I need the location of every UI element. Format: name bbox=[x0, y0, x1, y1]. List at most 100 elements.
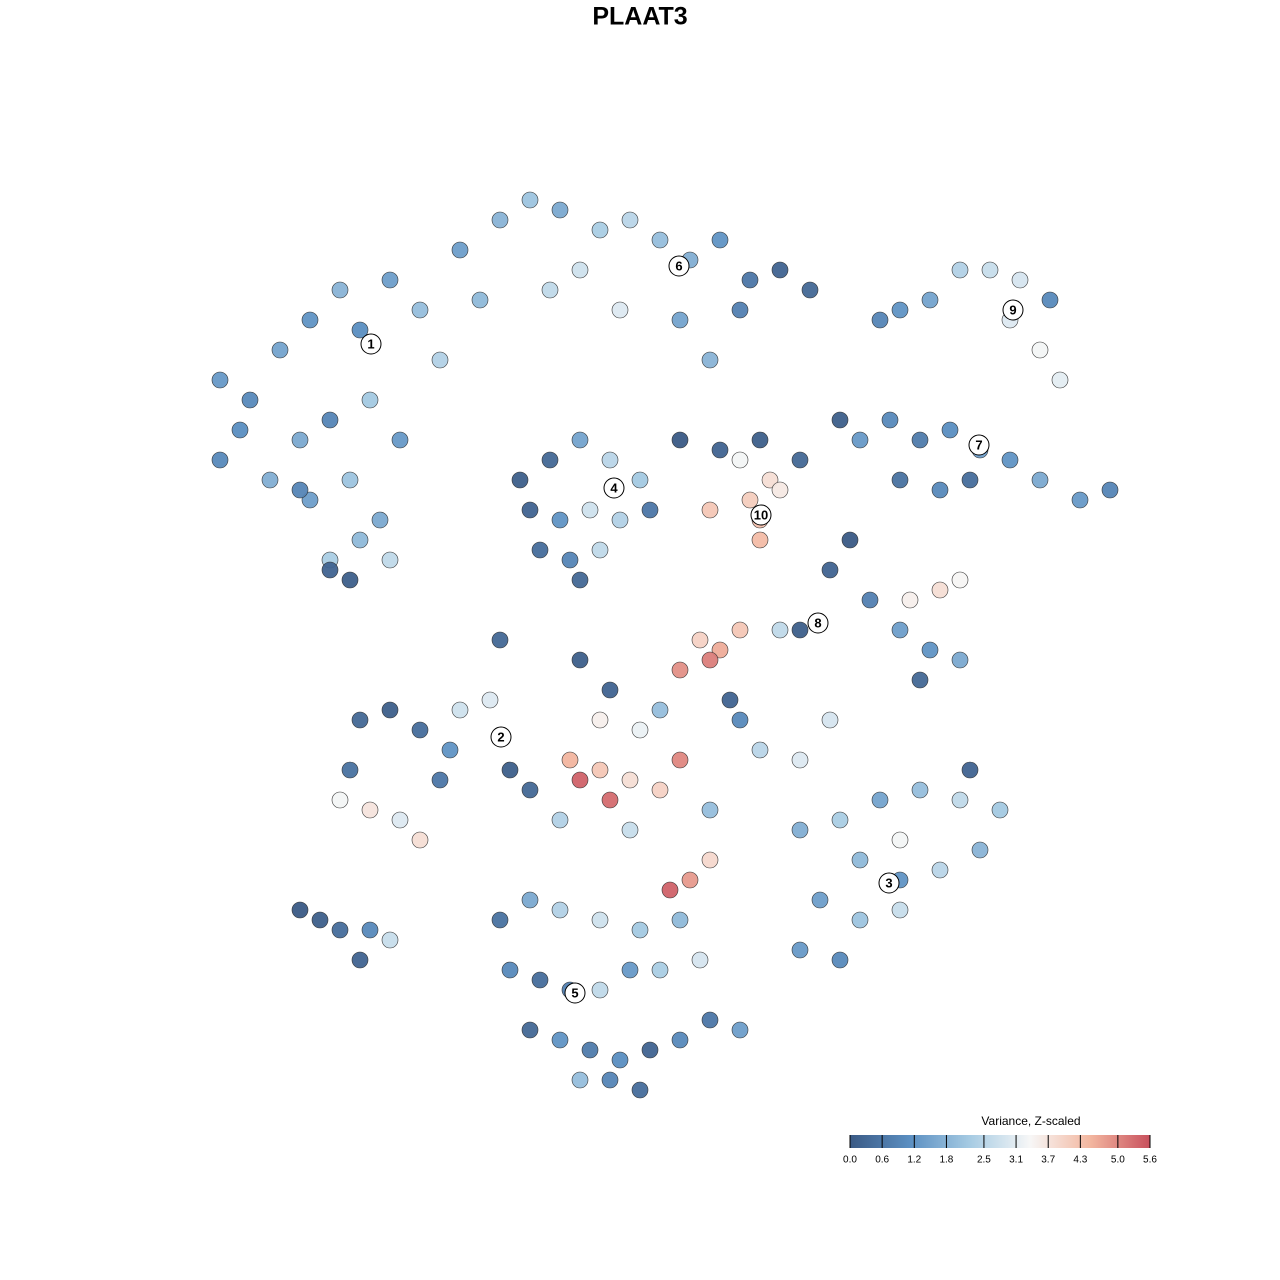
point bbox=[601, 791, 619, 809]
point bbox=[631, 921, 649, 939]
point bbox=[941, 421, 959, 439]
point bbox=[621, 211, 639, 229]
point bbox=[231, 421, 249, 439]
point bbox=[741, 271, 759, 289]
point bbox=[521, 1021, 539, 1039]
point bbox=[291, 481, 309, 499]
point bbox=[441, 741, 459, 759]
point bbox=[261, 471, 279, 489]
point bbox=[671, 661, 689, 679]
point bbox=[211, 371, 229, 389]
point bbox=[701, 801, 719, 819]
point bbox=[331, 791, 349, 809]
point bbox=[451, 701, 469, 719]
point bbox=[671, 311, 689, 329]
point bbox=[971, 841, 989, 859]
point bbox=[741, 491, 759, 509]
point bbox=[831, 951, 849, 969]
point bbox=[921, 641, 939, 659]
point bbox=[591, 761, 609, 779]
point bbox=[491, 911, 509, 929]
point bbox=[351, 951, 369, 969]
cluster-marker bbox=[1002, 299, 1024, 321]
point bbox=[791, 751, 809, 769]
point bbox=[551, 511, 569, 529]
point bbox=[631, 471, 649, 489]
point bbox=[831, 411, 849, 429]
point bbox=[701, 1011, 719, 1029]
point bbox=[381, 551, 399, 569]
point bbox=[581, 1041, 599, 1059]
point bbox=[361, 391, 379, 409]
point bbox=[541, 281, 559, 299]
cluster-label: 2 bbox=[497, 729, 504, 744]
point bbox=[1031, 471, 1049, 489]
point bbox=[751, 531, 769, 549]
cluster-label: 5 bbox=[571, 985, 578, 1000]
cluster-label: 7 bbox=[975, 437, 982, 452]
point bbox=[731, 711, 749, 729]
point bbox=[1011, 271, 1029, 289]
point bbox=[871, 791, 889, 809]
colorbar-tick-label: 0.6 bbox=[875, 1155, 889, 1166]
point bbox=[1101, 481, 1119, 499]
point bbox=[531, 971, 549, 989]
point bbox=[891, 301, 909, 319]
point bbox=[851, 851, 869, 869]
point bbox=[391, 811, 409, 829]
point bbox=[631, 721, 649, 739]
cluster-marker bbox=[564, 982, 586, 1004]
point bbox=[551, 1031, 569, 1049]
cluster-marker bbox=[968, 434, 990, 456]
cluster-label: 3 bbox=[885, 875, 892, 890]
point bbox=[591, 541, 609, 559]
point bbox=[931, 581, 949, 599]
point bbox=[861, 591, 879, 609]
point bbox=[301, 491, 319, 509]
point bbox=[991, 801, 1009, 819]
point bbox=[911, 431, 929, 449]
point bbox=[721, 691, 739, 709]
point bbox=[851, 911, 869, 929]
point bbox=[571, 771, 589, 789]
point bbox=[951, 571, 969, 589]
point bbox=[671, 911, 689, 929]
point bbox=[911, 781, 929, 799]
point bbox=[341, 471, 359, 489]
point bbox=[1051, 371, 1069, 389]
point bbox=[601, 681, 619, 699]
point bbox=[671, 431, 689, 449]
point bbox=[791, 451, 809, 469]
point bbox=[571, 431, 589, 449]
cluster-marker bbox=[750, 504, 772, 526]
point bbox=[351, 711, 369, 729]
point bbox=[831, 811, 849, 829]
point bbox=[471, 291, 489, 309]
cluster-label: 6 bbox=[675, 258, 682, 273]
point bbox=[621, 961, 639, 979]
point bbox=[691, 951, 709, 969]
point bbox=[341, 571, 359, 589]
point bbox=[631, 1081, 649, 1099]
point bbox=[361, 921, 379, 939]
cluster-label: 9 bbox=[1009, 302, 1016, 317]
colorbar bbox=[850, 1135, 1150, 1148]
point bbox=[1041, 291, 1059, 309]
cluster-label: 4 bbox=[610, 480, 618, 495]
point bbox=[321, 411, 339, 429]
point bbox=[651, 701, 669, 719]
point bbox=[731, 301, 749, 319]
colorbar-tick-label: 2.5 bbox=[977, 1155, 991, 1166]
point bbox=[501, 961, 519, 979]
colorbar-tick-label: 1.2 bbox=[907, 1155, 921, 1166]
cluster-marker bbox=[360, 333, 382, 355]
point bbox=[571, 261, 589, 279]
point bbox=[391, 431, 409, 449]
point bbox=[521, 781, 539, 799]
point bbox=[491, 211, 509, 229]
point bbox=[621, 821, 639, 839]
point bbox=[541, 451, 559, 469]
point bbox=[411, 831, 429, 849]
point bbox=[451, 241, 469, 259]
point bbox=[571, 571, 589, 589]
